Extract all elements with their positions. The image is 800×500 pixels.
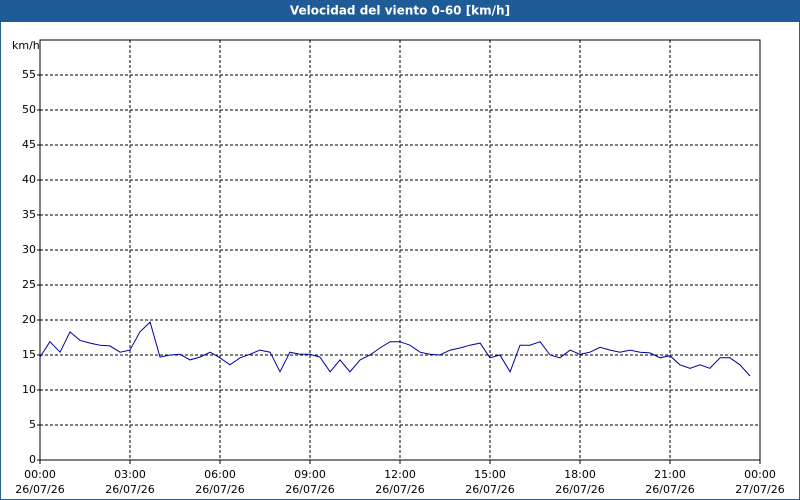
y-tick-label: 50: [22, 103, 36, 116]
x-tick-label: 12:00: [384, 468, 416, 481]
y-tick-label: 25: [22, 278, 36, 291]
x-tick-label: 06:00: [204, 468, 236, 481]
y-tick-label: 40: [22, 173, 36, 186]
x-tick-label: 09:00: [294, 468, 326, 481]
x-tick-label: 26/07/26: [195, 483, 244, 496]
x-tick-label: 21:00: [654, 468, 686, 481]
x-tick-label: 26/07/26: [465, 483, 514, 496]
plot-frame: [39, 39, 761, 461]
x-tick-label: 26/07/26: [375, 483, 424, 496]
x-tick-label: 18:00: [564, 468, 596, 481]
x-tick-label: 26/07/26: [105, 483, 154, 496]
y-tick-label: 5: [29, 418, 36, 431]
x-tick-label: 00:00: [744, 468, 776, 481]
y-tick-label: 15: [22, 348, 36, 361]
y-tick-label: 10: [22, 383, 36, 396]
y-tick-label: 55: [22, 68, 36, 81]
x-tick-label: 26/07/26: [645, 483, 694, 496]
y-tick-label: 45: [22, 138, 36, 151]
y-tick-label: 30: [22, 243, 36, 256]
y-tick-label: 35: [22, 208, 36, 221]
y-tick-label: 20: [22, 313, 36, 326]
x-tick-label: 27/07/26: [735, 483, 784, 496]
y-tick-label: 0: [29, 453, 36, 466]
x-tick-label: 15:00: [474, 468, 506, 481]
data-line: [39, 321, 751, 377]
x-tick-label: 00:00: [24, 468, 56, 481]
x-tick-label: 26/07/26: [15, 483, 64, 496]
x-tick-label: 03:00: [114, 468, 146, 481]
y-unit: km/h: [12, 39, 40, 52]
x-tick-label: 26/07/26: [555, 483, 604, 496]
title-bar: [0, 0, 800, 22]
x-tick-label: 26/07/26: [285, 483, 334, 496]
chart-title: Velocidad del viento 0-60 [km/h]: [290, 4, 510, 18]
